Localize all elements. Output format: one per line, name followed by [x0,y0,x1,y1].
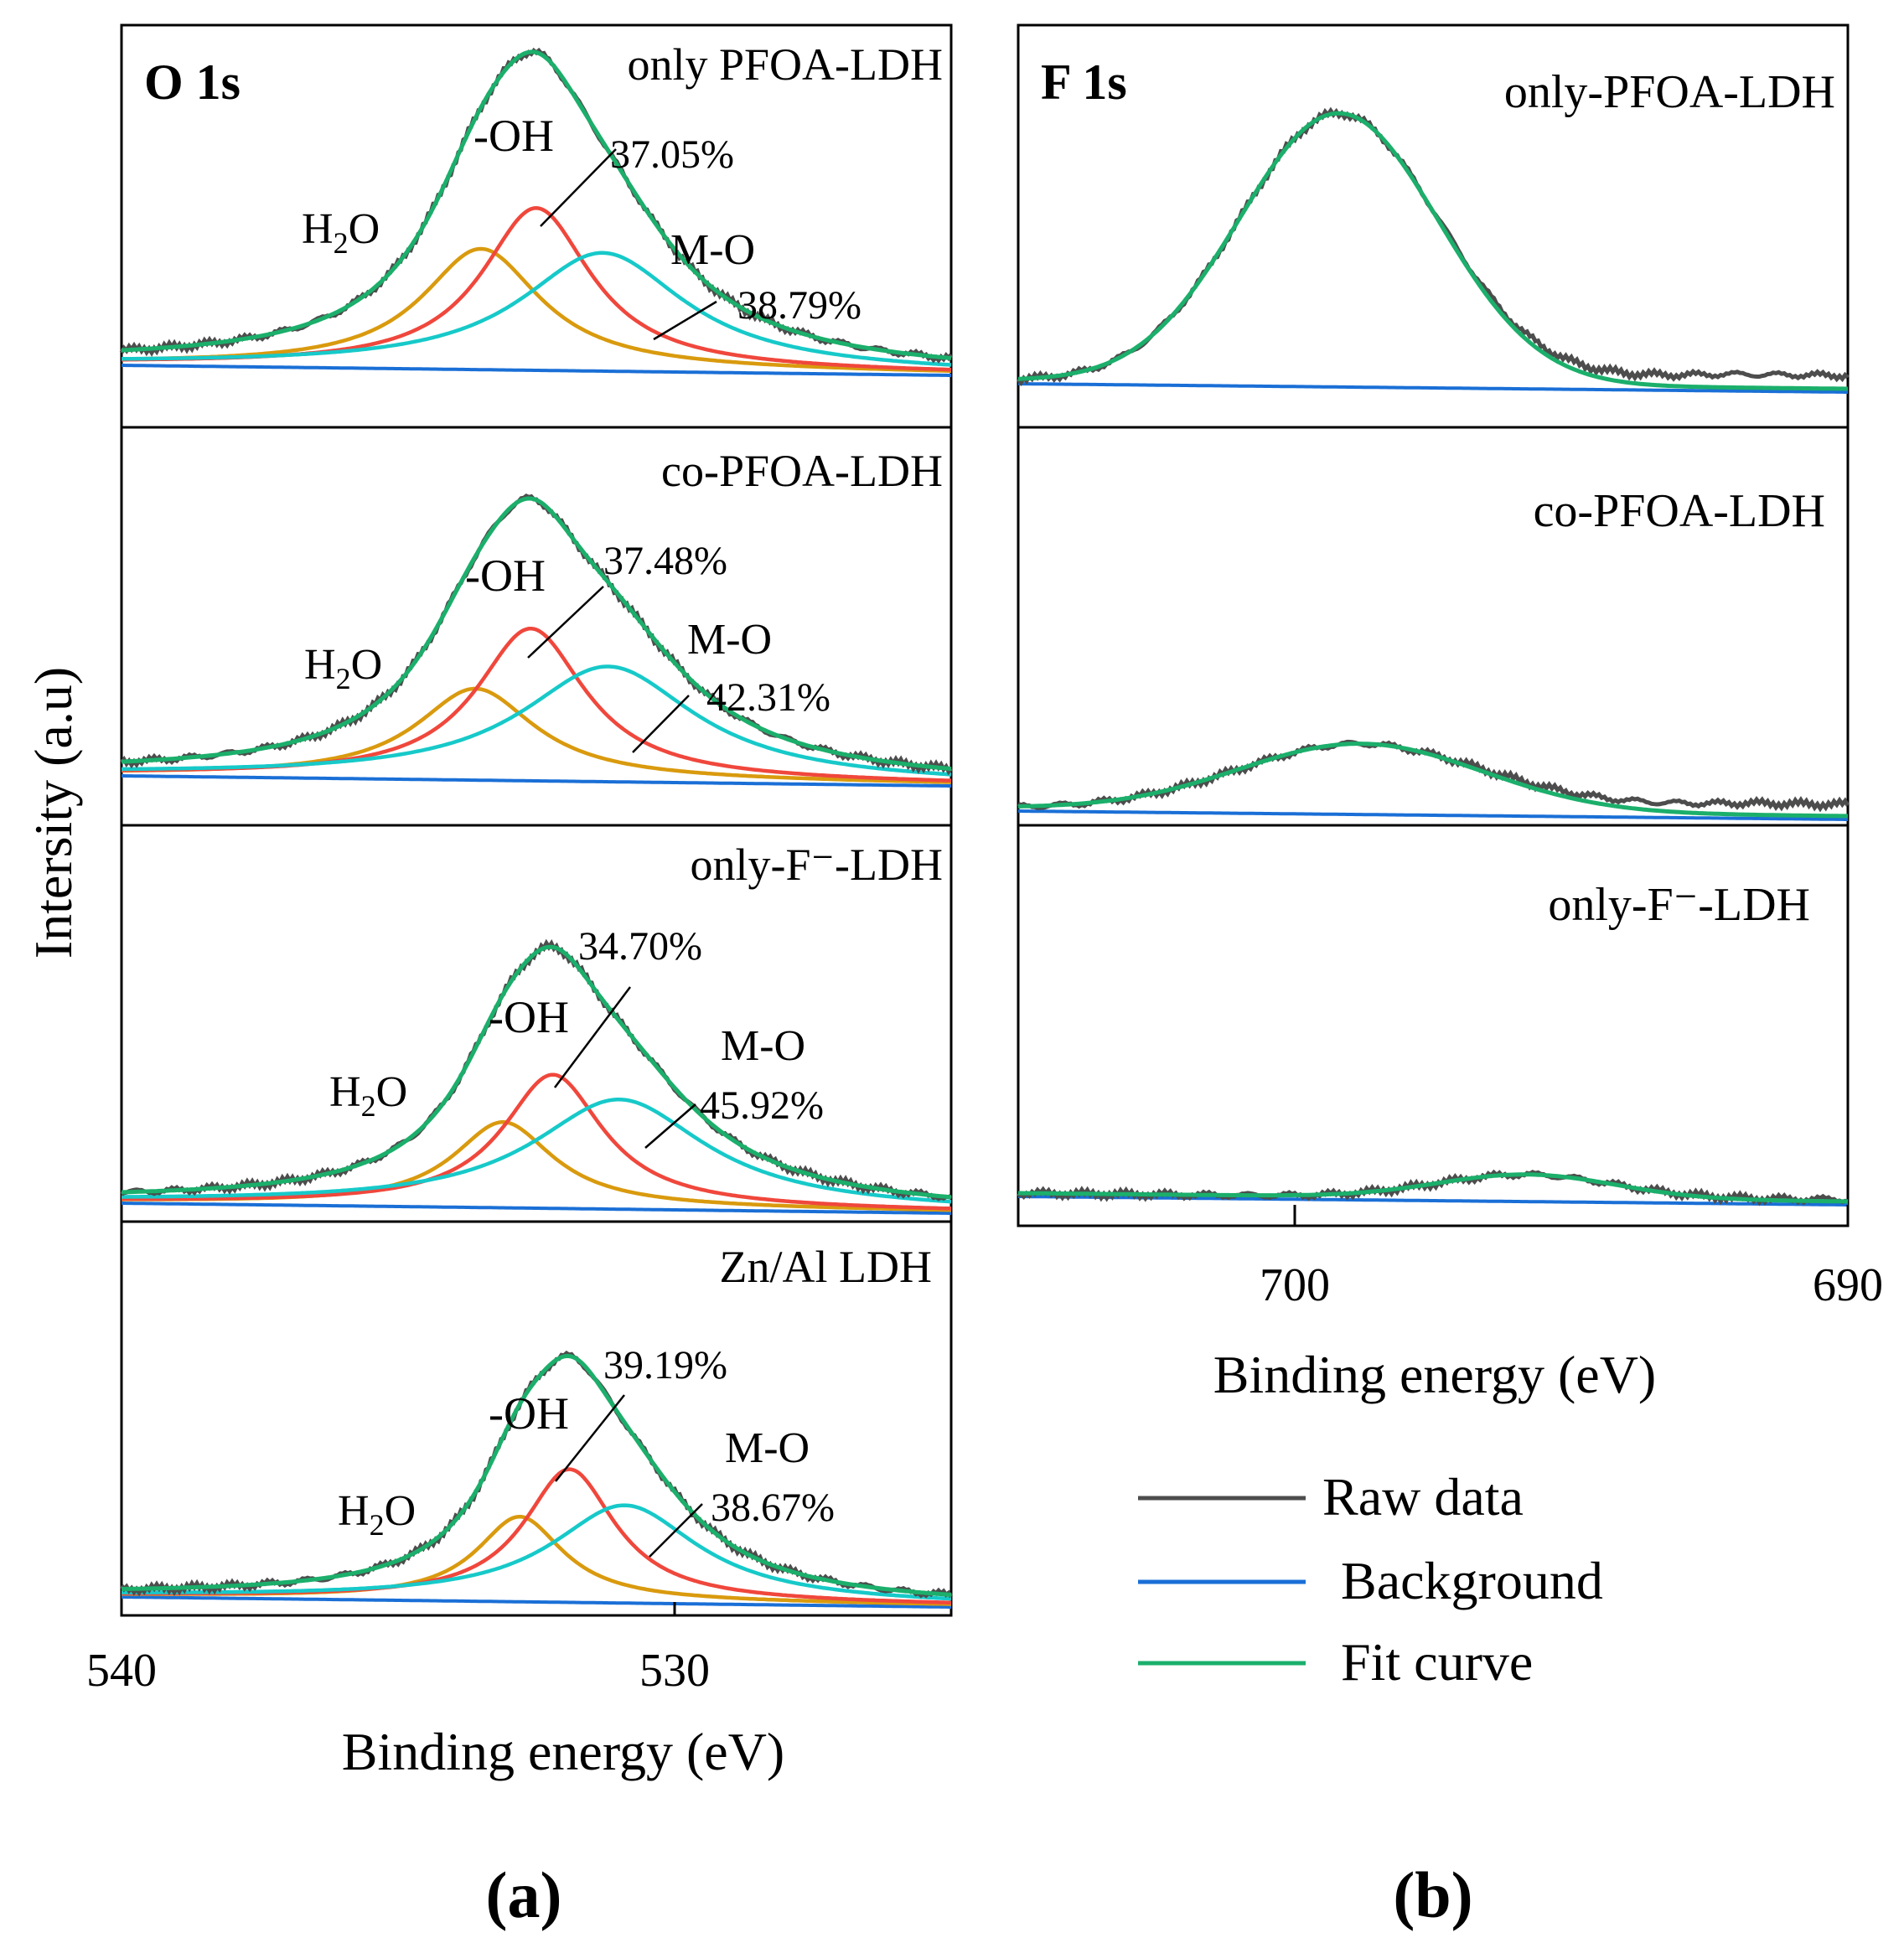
mo-percent-4: 38.67% [711,1486,835,1530]
oh-label-4: -OH [489,1388,569,1439]
mo-label-3: M-O [721,1022,805,1070]
o1s-ylabel: Intersity (a.u) [23,667,83,959]
o1s-component-line [121,664,952,777]
f1s-curves [1017,106,1850,1207]
legend-label-fit: Fit curve [1341,1632,1533,1692]
oh-label-2: -OH [465,550,546,601]
f1s-xlabel: Binding energy (eV) [1213,1345,1656,1404]
mo-label-1: M-O [670,226,755,274]
mo-leader-1 [653,300,717,341]
mo-leader-4 [649,1503,703,1558]
legend-label-raw: Raw data [1322,1467,1524,1527]
o1s-fit-line [121,49,952,360]
o1s-raw-line [120,493,953,776]
mo-label-2: M-O [687,616,772,664]
panel-a-label: (a) [486,1858,562,1931]
o1s-fit-line [121,496,952,772]
o1s-raw-line [120,938,953,1201]
f1s-sample-1: only-PFOA-LDH [1504,66,1835,118]
f1s-background-line [1018,382,1848,394]
oh-percent-2: 37.48% [603,539,727,583]
oh-leader-1 [540,148,617,227]
f1s-title: F 1s [1041,54,1127,110]
o1s-component-line [122,1503,952,1601]
f1s-raw-line [1017,739,1850,813]
o1s-component-line [122,1072,952,1211]
oh-leader-2 [527,586,604,659]
oh-leader-3 [554,986,631,1088]
mo-percent-3: 45.92% [700,1083,824,1128]
h2o-label-1: H2O [302,205,380,260]
o1s-xlabel: Binding energy (eV) [342,1722,784,1781]
o1s-background-line [122,1201,951,1215]
o1s-sample-4: Zn/Al LDH [720,1242,932,1292]
f1s-tick-label-700: 700 [1260,1259,1330,1311]
h2o-label-3: H2O [329,1068,407,1123]
o1s-component-line [122,251,952,367]
legend: Raw data Background Fit curve [1138,1467,1603,1692]
oh-percent-1: 37.05% [610,132,734,177]
mo-leader-2 [632,695,690,753]
o1s-background-line [122,1595,951,1609]
panel-b: F 1s only-PFOA-LDH co-PFOA-LDH only-F⁻-L… [1017,23,1883,1931]
o1s-tick-label-540: 540 [86,1645,157,1697]
h2o-label-4: H2O [338,1487,416,1542]
o1s-fit-line [122,944,952,1200]
mo-percent-2: 42.31% [706,675,830,720]
oh-leader-4 [555,1394,625,1482]
o1s-tick-label-530: 530 [639,1645,710,1697]
f1s-fit-line [1017,742,1849,819]
mo-percent-1: 38.79% [737,283,861,328]
f1s-sample-3: only-F⁻-LDH [1548,879,1810,931]
o1s-sample-3: only-F⁻-LDH [691,840,943,890]
h2o-label-2: H2O [304,641,382,695]
o1s-frame-4 [120,1220,953,1617]
f1s-fit-line [1018,1172,1849,1204]
f1s-sample-2: co-PFOA-LDH [1534,485,1825,537]
o1s-component-line [122,246,951,373]
f1s-frame-3 [1017,824,1850,1227]
panel-a: O 1s only PFOA-LDH co-PFOA-LDH only-F⁻-L… [23,23,954,1931]
f1s-fit-line [1017,111,1848,391]
oh-label-1: -OH [473,111,554,161]
o1s-sample-1: only PFOA-LDH [627,39,943,90]
oh-percent-3: 34.70% [578,924,702,969]
o1s-component-line [122,1098,952,1204]
legend-label-background: Background [1341,1551,1603,1610]
o1s-fit-line [122,1353,952,1597]
o1s-sample-2: co-PFOA-LDH [661,446,943,496]
mo-label-4: M-O [725,1424,810,1472]
mo-leader-3 [644,1103,696,1149]
o1s-curves [119,47,954,1609]
o1s-background-line [122,774,951,788]
o1s-background-line [122,364,951,377]
o1s-title: O 1s [144,54,241,110]
f1s-background-line [1018,809,1848,821]
oh-percent-4: 39.19% [603,1343,727,1387]
panel-b-label: (b) [1393,1858,1472,1931]
oh-label-3: -OH [489,992,569,1042]
f1s-tick-label-690: 690 [1813,1259,1883,1311]
